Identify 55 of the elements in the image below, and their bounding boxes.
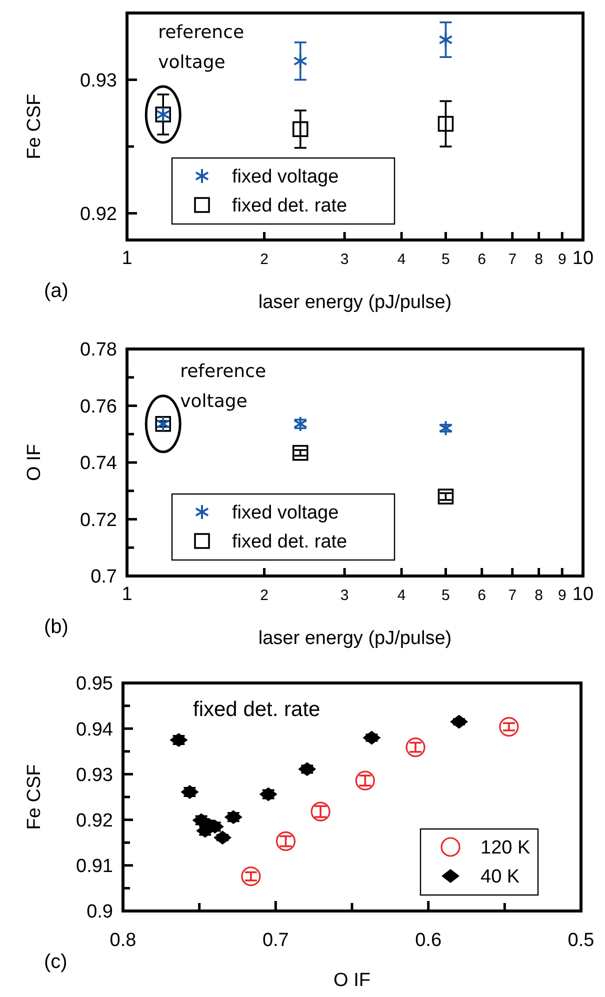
x-axis-title: laser energy (pJ/pulse) [258,292,452,313]
y-tick-label: 0.9 [86,902,113,923]
y-tick-label: 0.72 [80,510,117,531]
y-tick-label: 0.76 [80,396,117,418]
x-tick-label: 0.6 [415,930,442,951]
x-tick-label: 8 [534,251,543,268]
legend-label: fixed det. rate [232,196,348,217]
x-tick-label: 5 [442,251,450,268]
x-tick-label: 10 [572,248,594,269]
annotation: reference voltage [158,22,244,73]
y-axis-title: Fe CSF [24,94,45,160]
legend-label: fixed voltage [232,502,339,524]
x-tick-label: 9 [558,251,566,268]
x-tick-label: 4 [397,587,406,604]
x-tick-label: 6 [478,587,486,604]
legend-label: 40 K [480,866,520,888]
text: (b) [44,616,68,638]
x-axis-title: O IF [334,970,370,991]
y-axis-title: Fe CSF [24,764,45,830]
legend-label: fixed voltage [232,166,339,188]
x-tick-label: 0.8 [110,930,136,951]
x-tick-label: 1 [122,248,132,269]
y-tick-label: 0.93 [80,70,117,92]
x-tick-label: 0.7 [262,930,289,951]
x-tick-label: 9 [558,587,566,604]
x-tick-label: 8 [534,587,543,604]
x-tick-label: 6 [478,251,486,268]
y-tick-label: 0.94 [76,719,114,740]
x-tick-label: 7 [508,587,517,604]
x-tick-label: 2 [260,251,268,268]
text: (a) [44,280,68,302]
x-tick-label: 3 [340,587,349,604]
y-axis-title: O IF [24,444,45,481]
x-tick-label: 3 [340,251,349,268]
x-tick-label: 2 [260,587,268,604]
y-tick-label: 0.7 [90,566,117,588]
annotation: reference voltage [180,361,266,412]
legend-label: 120 K [480,838,530,859]
y-tick-label: 0.95 [76,674,113,695]
x-tick-label: 7 [508,251,517,268]
x-tick-label: 1 [122,584,132,605]
x-axis-title: laser energy (pJ/pulse) [258,628,452,649]
legend-label: fixed det. rate [232,532,348,553]
annotation: fixed det. rate [193,698,320,721]
y-tick-label: 0.92 [76,810,113,832]
x-tick-label: 5 [442,587,450,604]
y-tick-label: 0.93 [76,764,113,786]
x-tick-label: 10 [572,584,594,605]
y-tick-label: 0.74 [80,453,118,474]
x-tick-label: 0.5 [568,930,594,951]
y-tick-label: 0.78 [80,340,117,361]
y-tick-label: 0.91 [76,856,113,878]
y-tick-label: 0.92 [80,204,117,225]
text: (c) [44,951,68,973]
x-tick-label: 4 [397,251,406,268]
